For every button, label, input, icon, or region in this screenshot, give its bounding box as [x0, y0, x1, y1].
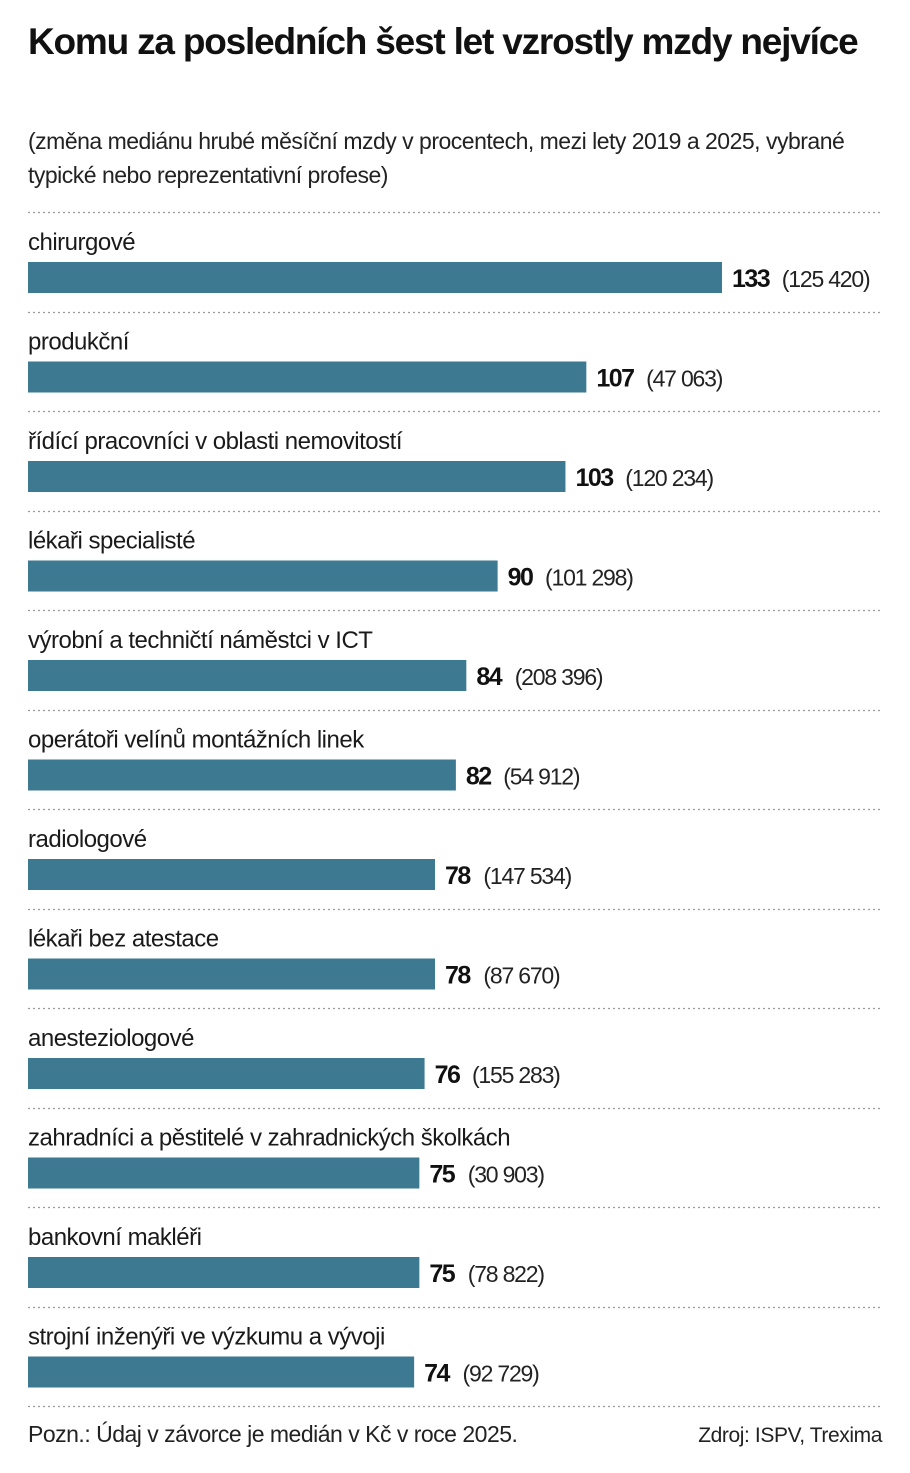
category-label: strojní inženýři ve výzkumu a vývoji	[28, 1324, 385, 1351]
bar-row: zahradníci a pěstitelé v zahradnických š…	[28, 1125, 546, 1189]
category-label: radiologové	[28, 826, 147, 853]
value-label: 78	[445, 862, 471, 890]
value-label: 74	[424, 1360, 450, 1388]
median-label: (125 420)	[782, 266, 870, 292]
bar	[28, 361, 587, 393]
value-label: 76	[435, 1061, 460, 1089]
value-label: 82	[466, 763, 491, 791]
category-label: výrobní a techničtí náměstci v ICT	[28, 627, 373, 654]
bar	[28, 560, 498, 592]
bar-row: chirurgové 133 (125 420)	[28, 229, 871, 293]
value-label: 84	[476, 663, 502, 691]
median-label: (147 534)	[483, 863, 571, 889]
value-label: 133	[732, 265, 770, 293]
category-label: produkční	[28, 329, 130, 356]
median-label: (120 234)	[625, 465, 713, 491]
median-label: (155 283)	[472, 1062, 560, 1088]
bar	[28, 759, 456, 791]
bar-row: operátoři velínů montážních linek 82 (54 9…	[28, 727, 581, 791]
bar-row: strojní inženýři ve výzkumu a vývoji 74 (9…	[28, 1324, 540, 1388]
bar-row: anesteziologové 76 (155 283)	[28, 1025, 561, 1089]
bar	[28, 958, 436, 990]
value-label: 78	[445, 962, 471, 990]
bar	[28, 262, 722, 293]
category-label: řídící pracovníci v oblasti nemovitostí	[28, 428, 403, 455]
category-label: zahradníci a pěstitelé v zahradnických š…	[28, 1125, 510, 1152]
bar	[28, 461, 566, 492]
category-label: anesteziologové	[28, 1025, 194, 1052]
bar	[28, 859, 436, 890]
chart-title: Komu za posledních šest let vzrostly mzd…	[28, 21, 859, 62]
bar-row: radiologové 78 (147 534)	[28, 826, 573, 890]
category-label: operátoři velínů montážních linek	[28, 727, 365, 754]
median-label: (30 903)	[468, 1162, 545, 1188]
median-label: (47 063)	[646, 366, 723, 392]
source-credit: Zdroj: ISPV, Trexima	[698, 1424, 882, 1447]
bar	[28, 660, 467, 691]
bar-row: výrobní a techničtí náměstci v ICT 84 (208…	[28, 627, 604, 691]
value-label: 75	[429, 1260, 455, 1288]
category-label: bankovní makléři	[28, 1224, 201, 1251]
median-label: (92 729)	[463, 1361, 540, 1387]
footer-note: Pozn.: Údaj v závorce je medián v Kč v r…	[28, 1421, 518, 1447]
bar	[28, 1058, 425, 1089]
median-label: (87 670)	[483, 963, 560, 989]
bar	[28, 1356, 415, 1388]
category-label: lékaři specialisté	[28, 528, 195, 555]
value-label: 75	[429, 1161, 455, 1189]
bar-row: produkční 107 (47 063)	[28, 329, 724, 393]
bar	[28, 1257, 420, 1288]
chart-subtitle: (změna mediánu hrubé měsíční mzdy v proc…	[28, 128, 845, 188]
median-label: (54 912)	[503, 764, 580, 790]
median-label: (101 298)	[545, 565, 633, 591]
value-label: 90	[508, 564, 533, 592]
bar-row: řídící pracovníci v oblasti nemovitostí 1…	[28, 428, 715, 492]
category-label: chirurgové	[28, 229, 135, 256]
bar-row: bankovní makléři 75 (78 822)	[28, 1224, 546, 1288]
value-label: 103	[575, 464, 613, 492]
bar	[28, 1157, 420, 1189]
median-label: (208 396)	[515, 664, 603, 690]
value-label: 107	[596, 365, 634, 393]
category-label: lékaři bez atestace	[28, 926, 219, 953]
median-label: (78 822)	[468, 1261, 545, 1287]
bar-row: lékaři specialisté 90 (101 298)	[28, 528, 634, 592]
bar-row: lékaři bez atestace 78 (87 670)	[28, 926, 561, 990]
